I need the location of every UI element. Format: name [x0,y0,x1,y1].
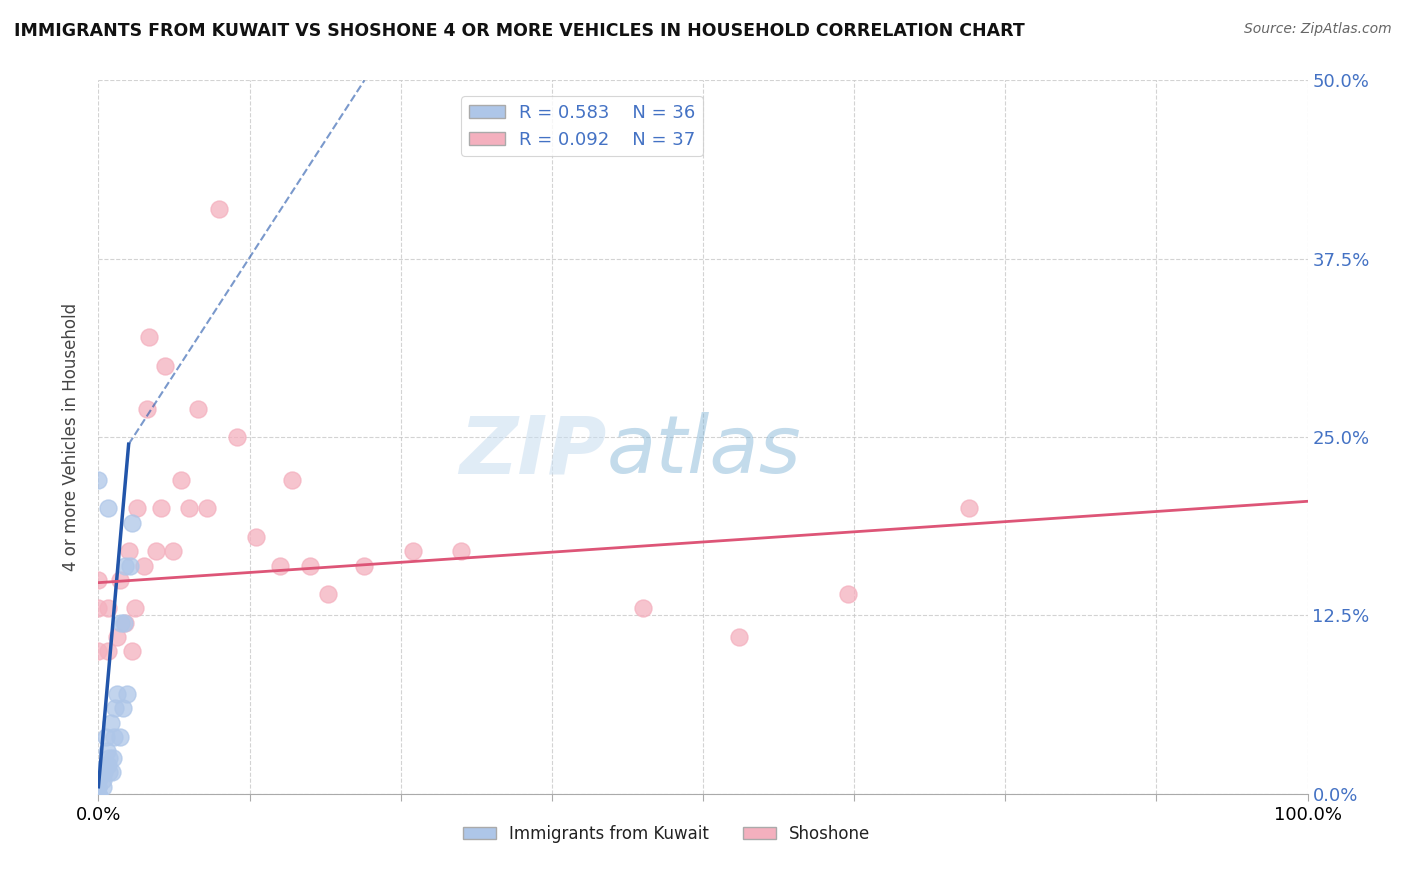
Y-axis label: 4 or more Vehicles in Household: 4 or more Vehicles in Household [62,303,80,571]
Point [110,615,132,630]
Point [87,601,110,615]
Point [169,473,191,487]
Point [98,751,121,765]
Point [114,615,136,630]
Point [91,772,114,787]
Point [87,644,110,658]
Text: IMMIGRANTS FROM KUWAIT VS SHOSHONE 4 OR MORE VEHICLES IN HOUSEHOLD CORRELATION C: IMMIGRANTS FROM KUWAIT VS SHOSHONE 4 OR … [14,22,1025,40]
Point [87,772,110,787]
Point [105,630,128,644]
Point [118,558,141,573]
Point [179,501,201,516]
Point [100,715,122,730]
Point [226,430,249,444]
Point [96,744,118,758]
Point [121,644,143,658]
Point [402,544,425,558]
Point [87,787,110,801]
Point [728,630,751,644]
Point [269,558,291,573]
Point [450,544,472,558]
Point [353,558,375,573]
Point [97,501,120,516]
Point [87,573,110,587]
Point [121,516,143,530]
Point [138,330,160,344]
Point [631,601,654,615]
Point [127,501,149,516]
Point [87,772,110,787]
Text: ZIP: ZIP [458,412,606,491]
Point [108,730,131,744]
Point [98,765,121,780]
Legend: Immigrants from Kuwait, Shoshone: Immigrants from Kuwait, Shoshone [456,819,877,850]
Point [93,765,115,780]
Point [94,730,117,744]
Point [87,787,110,801]
Point [195,501,218,516]
Point [134,558,156,573]
Point [87,765,110,780]
Point [299,558,322,573]
Point [150,501,173,516]
Point [124,601,146,615]
Point [281,473,304,487]
Point [316,587,339,601]
Point [91,780,114,794]
Point [118,544,141,558]
Point [837,587,859,601]
Point [87,780,110,794]
Point [103,730,125,744]
Point [208,202,231,216]
Point [87,765,110,780]
Point [145,544,167,558]
Point [97,758,120,772]
Point [101,751,124,765]
Point [117,687,139,701]
Point [87,473,110,487]
Point [87,787,110,801]
Point [112,615,135,630]
Point [105,687,128,701]
Point [87,780,110,794]
Point [187,401,209,416]
Point [957,501,980,516]
Point [162,544,184,558]
Point [153,359,176,373]
Point [114,558,136,573]
Point [94,758,117,772]
Point [108,573,131,587]
Point [111,701,134,715]
Point [87,787,110,801]
Text: atlas: atlas [606,412,801,491]
Point [104,701,127,715]
Point [245,530,267,544]
Point [97,644,120,658]
Text: Source: ZipAtlas.com: Source: ZipAtlas.com [1244,22,1392,37]
Point [100,765,122,780]
Point [135,401,157,416]
Point [87,772,110,787]
Point [97,601,120,615]
